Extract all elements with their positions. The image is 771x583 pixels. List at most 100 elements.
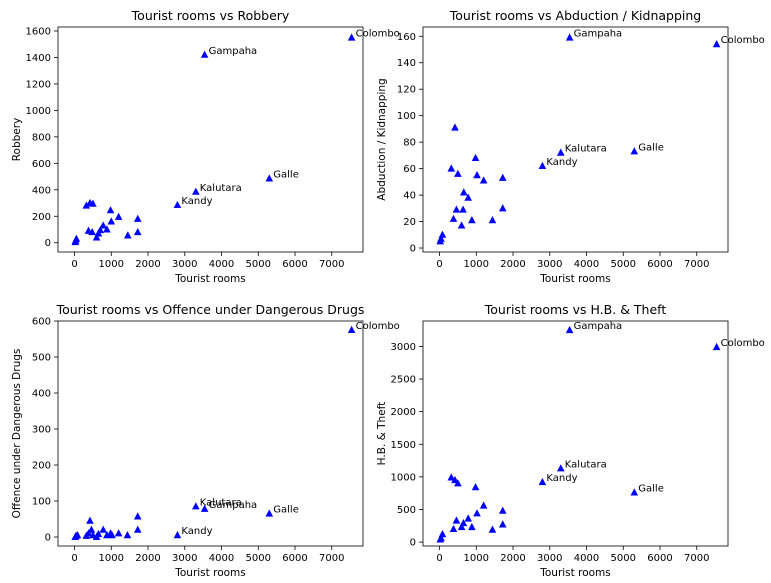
data-point (438, 530, 447, 538)
data-point (84, 529, 93, 537)
data-point (488, 525, 497, 533)
data-point (471, 153, 480, 162)
axes-frame (57, 26, 364, 253)
data-point (565, 33, 574, 41)
data-point (347, 325, 356, 333)
x-tick-label: 1000 (464, 553, 489, 564)
data-point (108, 531, 116, 539)
y-tick-label: 1400 (26, 53, 51, 64)
x-tick-label: 6000 (282, 553, 307, 564)
data-point (488, 216, 497, 224)
x-tick-label: 1000 (99, 259, 124, 270)
data-point (457, 522, 466, 531)
data-point (103, 225, 111, 233)
y-tick-label: 1500 (391, 440, 416, 451)
y-tick-label: 300 (32, 425, 51, 436)
data-point (87, 525, 96, 533)
y-tick-label: 3000 (391, 342, 416, 353)
data-point (630, 488, 639, 496)
chart-title: Tourist rooms vs H.B. & Theft (484, 302, 667, 317)
data-point (454, 479, 462, 487)
x-tick-label: 6000 (282, 259, 307, 270)
data-point (437, 234, 445, 242)
data-point (452, 516, 461, 524)
x-axis-label: Tourist rooms (174, 273, 246, 285)
subplot-3: Tourist rooms vs Offence under Dangerous… (11, 302, 400, 579)
data-point (468, 216, 476, 224)
data-point (192, 187, 200, 195)
point-annotation: Galle (273, 170, 299, 181)
x-tick-label: 2000 (135, 259, 160, 270)
data-point (133, 227, 142, 236)
point-annotation: Galle (273, 505, 299, 516)
x-tick-label: 3000 (172, 259, 197, 270)
data-point (88, 227, 96, 236)
chart-title: Tourist rooms vs Abduction / Kidnapping (449, 8, 702, 23)
data-point (538, 477, 547, 486)
data-point (498, 173, 507, 181)
data-point (72, 234, 81, 242)
data-point (438, 230, 447, 238)
x-tick-label: 5000 (611, 553, 636, 564)
subplot-2: Tourist rooms vs Abduction / Kidnapping T… (376, 8, 765, 285)
point-annotation: Galle (638, 484, 664, 495)
y-tick-label: 1000 (26, 106, 51, 117)
x-tick-label: 1000 (464, 259, 489, 270)
x-tick-label: 1000 (99, 553, 124, 564)
x-tick-label: 2000 (135, 553, 160, 564)
data-point (464, 193, 472, 201)
y-tick-label: 120 (397, 85, 416, 96)
data-point (468, 522, 476, 531)
data-point (82, 201, 91, 209)
y-tick-label: 40 (403, 191, 416, 202)
data-point (449, 524, 458, 533)
point-annotation: Kandy (181, 526, 212, 537)
x-tick-label: 0 (436, 553, 442, 564)
x-tick-label: 7000 (319, 259, 344, 270)
data-point (200, 50, 209, 58)
data-point (99, 221, 107, 229)
y-tick-label: 20 (403, 217, 416, 228)
data-point (133, 512, 142, 520)
point-annotation: Kandy (546, 157, 577, 168)
x-tick-label: 5000 (246, 553, 271, 564)
y-tick-label: 200 (32, 461, 51, 472)
data-point (565, 325, 574, 334)
y-tick-label: 60 (403, 164, 416, 175)
point-annotation: Colombo (721, 35, 765, 46)
data-point (630, 147, 639, 155)
data-point (124, 231, 132, 239)
data-point (498, 506, 507, 514)
y-tick-label: 0 (45, 533, 51, 544)
y-tick-label: 800 (32, 132, 51, 143)
data-point (557, 148, 565, 156)
chart-title: Tourist rooms vs Robbery (131, 8, 290, 23)
point-annotation: Kandy (546, 473, 577, 484)
x-tick-label: 3000 (172, 553, 197, 564)
x-tick-label: 7000 (319, 553, 344, 564)
data-point (473, 509, 481, 517)
data-point (447, 164, 456, 172)
data-point (557, 464, 565, 472)
point-annotation: Kalutara (200, 497, 242, 508)
point-annotation: Gampaha (209, 46, 258, 57)
y-tick-label: 2500 (391, 375, 416, 386)
y-tick-label: 400 (32, 185, 51, 196)
y-axis-label: Robbery (11, 118, 23, 162)
y-tick-label: 500 (32, 353, 51, 364)
y-tick-label: 80 (403, 138, 416, 149)
data-point (173, 200, 182, 209)
data-point (265, 174, 274, 182)
y-tick-label: 1200 (26, 79, 51, 90)
data-point (114, 212, 123, 220)
data-point (96, 225, 105, 234)
data-point (479, 501, 488, 509)
data-point (712, 40, 721, 48)
data-point (454, 169, 462, 177)
x-axis-label: Tourist rooms (539, 567, 611, 579)
x-tick-label: 5000 (246, 259, 271, 270)
point-annotation: Gampaha (574, 29, 623, 40)
data-point (459, 205, 467, 213)
point-annotation: Colombo (356, 29, 400, 40)
data-point (114, 529, 123, 537)
